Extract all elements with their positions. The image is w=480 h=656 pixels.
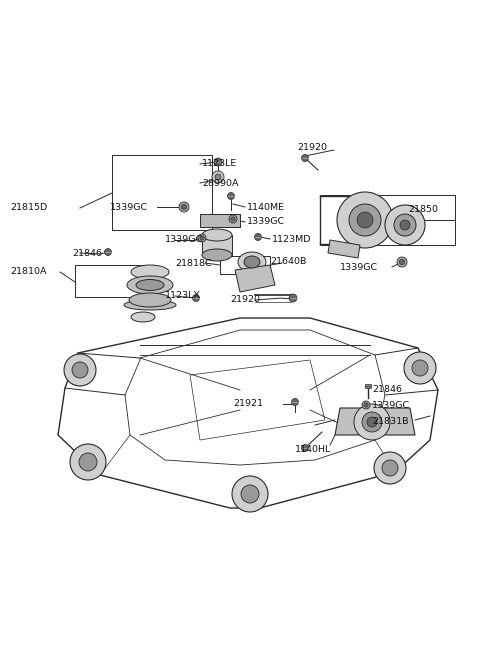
- Text: 1123LX: 1123LX: [165, 291, 201, 300]
- Polygon shape: [235, 265, 275, 292]
- Text: 21850: 21850: [408, 205, 438, 215]
- Circle shape: [349, 204, 381, 236]
- Circle shape: [228, 192, 235, 199]
- Text: 1339GC: 1339GC: [340, 264, 378, 272]
- Text: 21921: 21921: [233, 400, 263, 409]
- Circle shape: [291, 398, 299, 405]
- Circle shape: [198, 234, 206, 242]
- Circle shape: [394, 214, 416, 236]
- Circle shape: [382, 460, 398, 476]
- Text: 1140HL: 1140HL: [295, 445, 331, 455]
- Ellipse shape: [202, 249, 232, 261]
- Bar: [365, 384, 371, 388]
- Circle shape: [254, 234, 262, 241]
- Circle shape: [105, 249, 111, 255]
- Circle shape: [72, 362, 88, 378]
- Text: 1339GC: 1339GC: [165, 236, 203, 245]
- Circle shape: [412, 360, 428, 376]
- Circle shape: [241, 485, 259, 503]
- Circle shape: [64, 354, 96, 386]
- Text: 21640B: 21640B: [270, 258, 306, 266]
- Polygon shape: [328, 240, 360, 258]
- Circle shape: [362, 412, 382, 432]
- Polygon shape: [335, 408, 415, 435]
- Circle shape: [232, 476, 268, 512]
- Circle shape: [289, 294, 297, 302]
- Text: 21846: 21846: [72, 249, 102, 258]
- Circle shape: [404, 352, 436, 384]
- Ellipse shape: [244, 256, 260, 268]
- Text: 21815D: 21815D: [10, 203, 47, 213]
- Text: 1123MD: 1123MD: [272, 234, 312, 243]
- Ellipse shape: [238, 252, 266, 272]
- Bar: [75, 265, 147, 297]
- Text: 1140ME: 1140ME: [247, 203, 285, 211]
- Circle shape: [374, 452, 406, 484]
- Circle shape: [215, 174, 221, 180]
- Circle shape: [397, 257, 407, 267]
- Text: 28990A: 28990A: [202, 180, 239, 188]
- Text: 21810A: 21810A: [10, 268, 47, 276]
- Circle shape: [301, 155, 309, 161]
- Ellipse shape: [127, 276, 173, 294]
- Circle shape: [399, 259, 405, 265]
- Circle shape: [400, 220, 410, 230]
- Text: 1339GC: 1339GC: [372, 401, 410, 411]
- Ellipse shape: [136, 279, 164, 291]
- Text: 21920: 21920: [297, 144, 327, 152]
- Text: 1123LE: 1123LE: [202, 159, 237, 167]
- Circle shape: [367, 417, 377, 427]
- Circle shape: [385, 205, 425, 245]
- Ellipse shape: [129, 293, 171, 307]
- Circle shape: [362, 401, 370, 409]
- Circle shape: [181, 204, 187, 210]
- Circle shape: [357, 212, 373, 228]
- Text: 1339GC: 1339GC: [110, 203, 148, 211]
- Circle shape: [354, 404, 390, 440]
- Circle shape: [214, 158, 222, 166]
- Circle shape: [212, 171, 224, 183]
- Ellipse shape: [131, 312, 155, 322]
- Circle shape: [70, 444, 106, 480]
- Text: 21846: 21846: [372, 386, 402, 394]
- Text: 21920: 21920: [230, 295, 260, 304]
- Circle shape: [192, 295, 200, 302]
- Circle shape: [301, 445, 309, 451]
- Circle shape: [79, 453, 97, 471]
- Ellipse shape: [124, 300, 176, 310]
- Ellipse shape: [131, 265, 169, 279]
- Circle shape: [231, 216, 235, 221]
- Circle shape: [337, 192, 393, 248]
- Circle shape: [200, 236, 204, 240]
- Circle shape: [229, 215, 237, 223]
- Text: 21831B: 21831B: [372, 417, 408, 426]
- Polygon shape: [200, 214, 240, 227]
- Bar: [202, 235, 232, 255]
- Text: 1339GC: 1339GC: [247, 218, 285, 226]
- Ellipse shape: [202, 229, 232, 241]
- Bar: [112, 155, 212, 230]
- Circle shape: [179, 202, 189, 212]
- Bar: [220, 256, 270, 274]
- Text: 21818C: 21818C: [175, 258, 212, 268]
- Bar: [320, 195, 455, 245]
- Circle shape: [364, 403, 368, 407]
